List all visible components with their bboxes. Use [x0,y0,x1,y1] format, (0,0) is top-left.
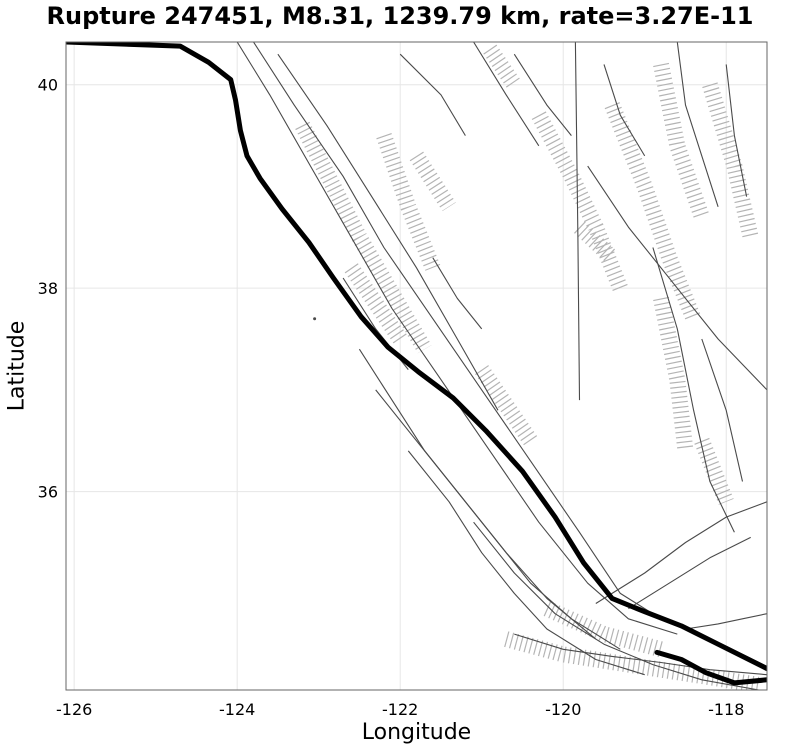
x-tick-label: -122 [382,700,418,719]
fault-surface [409,151,456,212]
y-tick-label: 38 [38,279,58,298]
plot-background [66,42,767,690]
fault-trace [685,613,767,630]
x-tick-label: -124 [219,700,255,719]
fault-surface [653,296,694,452]
fault-surface [604,102,702,322]
fault-trace [652,247,735,533]
gridlines [66,42,767,690]
rupture-trace [66,42,767,672]
fault-trace [473,521,759,690]
fault-trace [473,42,540,147]
fault-trace [432,257,483,330]
fault-trace [587,165,767,391]
fault-trace [595,501,767,604]
fault-surface [376,133,441,271]
fault-trace [236,42,678,635]
fault-trace [514,633,767,676]
fault-trace [725,64,748,197]
fault-trace [701,338,744,482]
map-point [313,317,317,321]
rupture-group [66,42,767,686]
fault-trace [676,42,719,207]
fault-trace [574,42,581,401]
fault-surface-projections [295,44,761,690]
fault-trace [407,450,645,676]
fault-surface [504,631,761,690]
fault-trace [603,64,646,157]
x-axis-label: Longitude [361,720,472,745]
fault-trace [277,53,499,411]
fault-surface [694,437,734,505]
x-tick-label: -118 [708,700,744,719]
axis-ticks: -126 -124 -122 -120 -118 36 38 40 [38,76,745,719]
fault-trace [375,389,621,650]
fault-trace [513,53,572,136]
x-tick-label: -120 [545,700,581,719]
fault-surface [702,82,759,240]
fault-surface [483,44,521,90]
y-tick-label: 40 [38,76,58,95]
fault-surface [543,601,664,658]
fault-trace [628,536,751,610]
y-tick-label: 36 [38,483,58,502]
map-title: Rupture 247451, M8.31, 1239.79 km, rate=… [46,2,754,30]
plot-frame [65,41,768,691]
x-tick-label: -126 [56,700,92,719]
fault-trace [253,42,662,620]
fault-trace [399,53,466,136]
fault-surface [295,121,432,354]
rupture-branch [654,649,767,686]
fault-traces [236,42,767,690]
